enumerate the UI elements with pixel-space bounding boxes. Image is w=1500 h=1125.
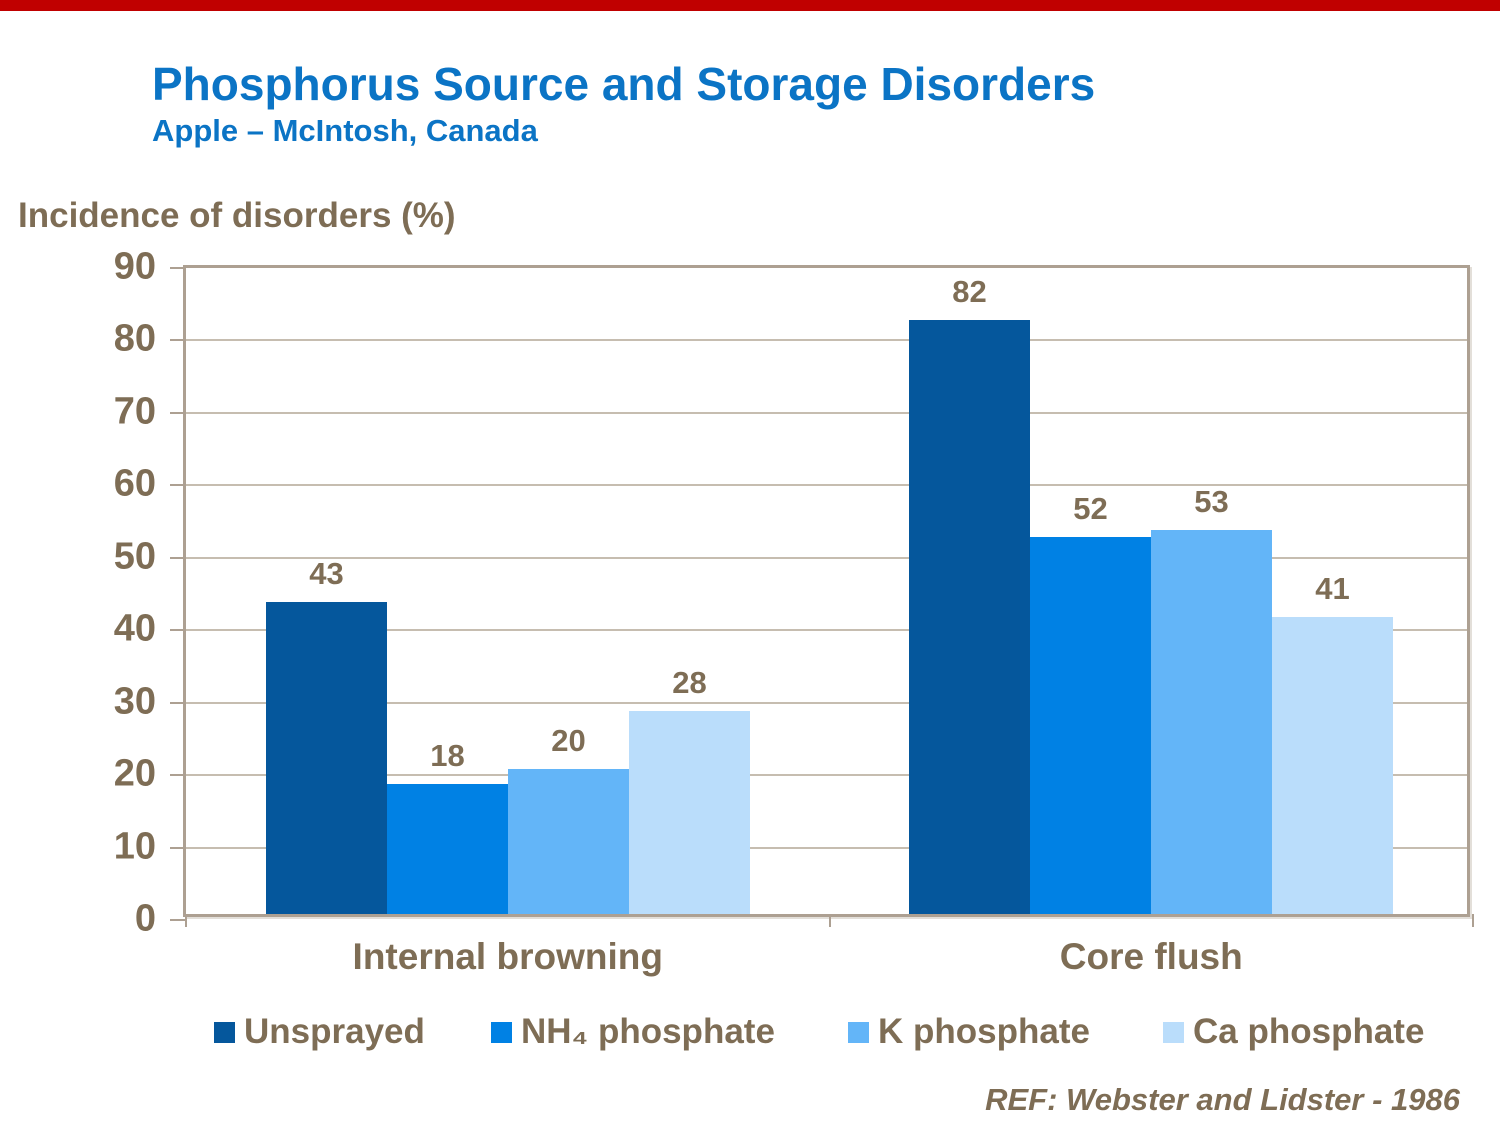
bar-value-label: 28 [672,665,707,700]
legend-item-unsprayed: Unsprayed [214,1012,425,1052]
legend-swatch-icon [1163,1021,1184,1043]
bar-value-label: 20 [551,723,586,758]
gridline [186,629,1467,632]
gridline [186,484,1467,487]
bar-core-flush-nh-phosphate [1030,537,1151,914]
y-tick-label: 10 [113,825,156,868]
legend-item-nh-phosphate: NH₄ phosphate [491,1012,775,1052]
legend-label: K phosphate [878,1012,1090,1051]
bar-chart: 0 10 20 30 40 50 60 70 80 90 43 18 20 28 Internal brow… [114,246,1474,977]
y-axis-tick [170,919,186,921]
y-axis-tick [170,411,186,414]
legend-swatch-icon [491,1021,512,1043]
y-axis-tick [170,556,186,559]
bar-value-label: 82 [952,274,987,309]
y-tick-label: 70 [113,390,156,433]
bar-internal-browning-unsprayed [266,602,387,914]
y-tick-label: 90 [113,245,156,288]
reference-text: REF: Webster and Lidster - 1986 [985,1082,1460,1117]
y-tick-label: 30 [113,680,156,723]
bar-core-flush-ca-phosphate [1272,617,1393,914]
y-axis-tick [170,629,186,632]
bar-value-label: 41 [1315,571,1350,606]
legend-item-k-phosphate: K phosphate [848,1012,1090,1052]
bar-core-flush-k-phosphate [1151,530,1272,914]
y-axis-tick [170,484,186,487]
bar-value-label: 43 [309,556,344,591]
legend-item-ca-phosphate: Ca phosphate [1163,1012,1424,1052]
y-tick-label: 50 [113,535,156,578]
y-tick-label: 0 [134,897,156,940]
x-axis-tick [185,914,187,927]
category-label-internal-browning: Internal browning [352,936,663,977]
x-axis-tick [1472,914,1474,927]
y-axis-tick [170,701,186,704]
y-tick-label: 40 [113,607,156,650]
bar-value-label: 18 [430,738,465,773]
y-tick-label: 80 [113,318,156,361]
x-axis-tick [828,914,831,927]
chart-legend: Unsprayed NH₄ phosphate K phosphate Ca phos… [183,1012,1470,1064]
gridline [186,411,1467,414]
bar-internal-browning-nh-phosphate [387,784,508,914]
y-tick-label: 20 [113,752,156,795]
y-axis-tick [170,774,186,777]
y-axis-tick [170,339,186,342]
gridline [186,556,1467,559]
legend-swatch-icon [214,1021,235,1043]
category-label-core-flush: Core flush [1059,936,1243,977]
legend-swatch-icon [848,1021,869,1043]
top-accent-bar [0,0,1500,11]
gridline [186,846,1467,849]
gridline [186,774,1467,777]
legend-label: Unsprayed [244,1012,425,1051]
page-title: Phosphorus Source and Storage Disorders [152,58,1096,110]
gridline [186,339,1467,342]
bar-core-flush-unsprayed [909,320,1030,914]
y-axis-title: Incidence of disorders (%) [18,196,456,235]
y-axis-tick [170,846,186,849]
legend-label: NH₄ phosphate [521,1012,775,1051]
page-subtitle: Apple – McIntosh, Canada [152,113,538,148]
gridline [186,701,1467,704]
y-axis-tick [170,267,186,269]
y-tick-label: 60 [113,462,156,505]
bar-internal-browning-k-phosphate [508,769,629,914]
plot-area: 0 10 20 30 40 50 60 70 80 90 43 18 20 28 Internal brow… [114,246,1474,977]
bar-internal-browning-ca-phosphate [629,711,750,914]
bar-value-label: 53 [1194,484,1229,519]
bar-value-label: 52 [1073,491,1108,526]
legend-label: Ca phosphate [1193,1012,1425,1051]
